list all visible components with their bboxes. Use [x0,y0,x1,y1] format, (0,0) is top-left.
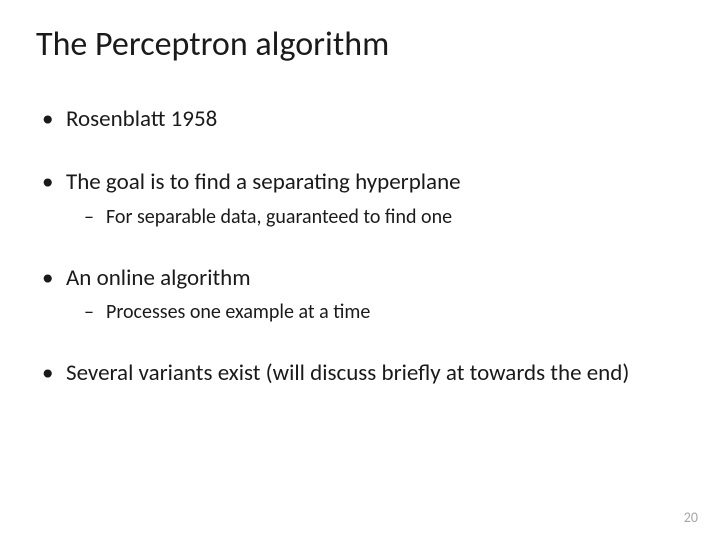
sub-item: For separable data, guaranteed to find o… [84,205,684,230]
page-number: 20 [684,509,698,526]
bullet-text: Several variants exist (will discuss bri… [66,359,629,387]
sub-item: Processes one example at a time [84,300,684,325]
slide: The Perceptron algorithm Rosenblatt 1958… [0,0,720,540]
bullet-item: An online algorithm Processes one exampl… [42,264,684,326]
sub-text: For separable data, guaranteed to find o… [106,205,452,229]
sub-list: For separable data, guaranteed to find o… [66,205,684,230]
bullet-item: The goal is to find a separating hyperpl… [42,168,684,230]
sub-list: Processes one example at a time [66,300,684,325]
bullet-item: Several variants exist (will discuss bri… [42,359,684,388]
bullet-list: Rosenblatt 1958 The goal is to find a se… [36,105,684,388]
sub-text: Processes one example at a time [106,300,370,324]
bullet-text: An online algorithm [66,264,251,292]
slide-title: The Perceptron algorithm [36,24,684,65]
bullet-text: The goal is to find a separating hyperpl… [66,168,461,196]
bullet-text: Rosenblatt 1958 [66,105,217,133]
bullet-item: Rosenblatt 1958 [42,105,684,134]
